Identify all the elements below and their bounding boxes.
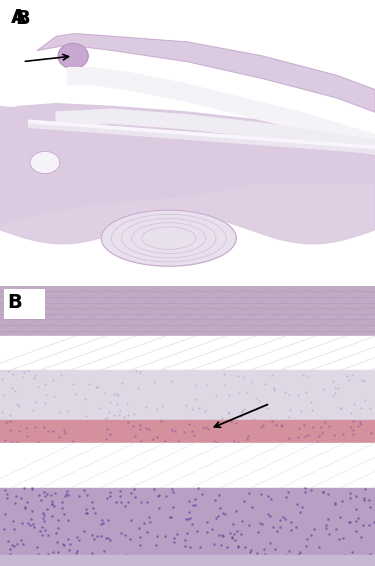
- Text: A: A: [11, 8, 26, 27]
- Text: B: B: [15, 8, 30, 28]
- Polygon shape: [0, 104, 375, 224]
- Polygon shape: [58, 44, 88, 68]
- Polygon shape: [30, 151, 60, 174]
- Polygon shape: [101, 210, 236, 266]
- Polygon shape: [38, 33, 375, 112]
- Text: B: B: [8, 293, 22, 312]
- FancyBboxPatch shape: [4, 289, 45, 319]
- Polygon shape: [56, 109, 375, 154]
